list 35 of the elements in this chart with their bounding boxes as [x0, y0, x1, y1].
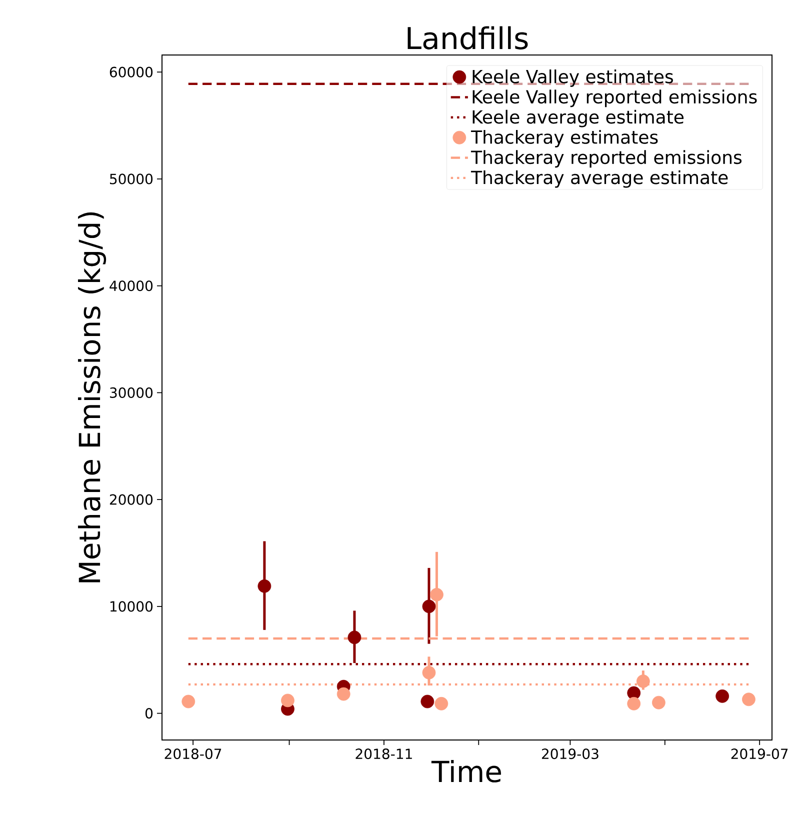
point — [336, 687, 350, 701]
point — [716, 689, 730, 703]
y-tick-label: 40000 — [110, 280, 153, 292]
point — [430, 588, 444, 602]
point — [348, 630, 362, 644]
legend-label: Keele Valley reported emissions — [472, 90, 757, 108]
y-axis-title: Methane Emissions (kg/d) — [78, 212, 106, 582]
point — [422, 666, 436, 680]
point — [281, 694, 294, 708]
point — [636, 674, 650, 688]
point — [434, 696, 448, 710]
x-tick-label: 2018-11 — [356, 748, 412, 760]
x-tick-label: 2018-07 — [164, 748, 222, 760]
point — [182, 694, 196, 708]
y-tick-label: 20000 — [110, 494, 153, 505]
legend-label: Keele Valley estimates — [472, 69, 673, 87]
point — [258, 579, 272, 593]
y-tick-label: 0 — [145, 708, 153, 719]
y-tick-label: 50000 — [110, 174, 153, 184]
x-tick-label: 2019-07 — [731, 748, 788, 760]
chart-title: Landfills — [408, 26, 528, 50]
point — [627, 696, 641, 710]
x-axis-title: Time — [431, 760, 501, 782]
y-tick-label: 30000 — [110, 387, 153, 398]
legend-label: Keele average estimate — [472, 110, 684, 128]
legend-label: Thackeray estimates — [470, 130, 658, 148]
x-tick-label: 2019-03 — [542, 748, 598, 760]
point — [422, 600, 436, 614]
legend-label: Thackeray average estimate — [470, 170, 728, 188]
point — [652, 696, 666, 710]
point — [742, 692, 756, 706]
legend-label: Thackeray reported emissions — [470, 150, 742, 168]
y-tick-label: 10000 — [110, 601, 153, 612]
y-tick-label: 60000 — [110, 66, 153, 78]
point — [420, 694, 434, 708]
